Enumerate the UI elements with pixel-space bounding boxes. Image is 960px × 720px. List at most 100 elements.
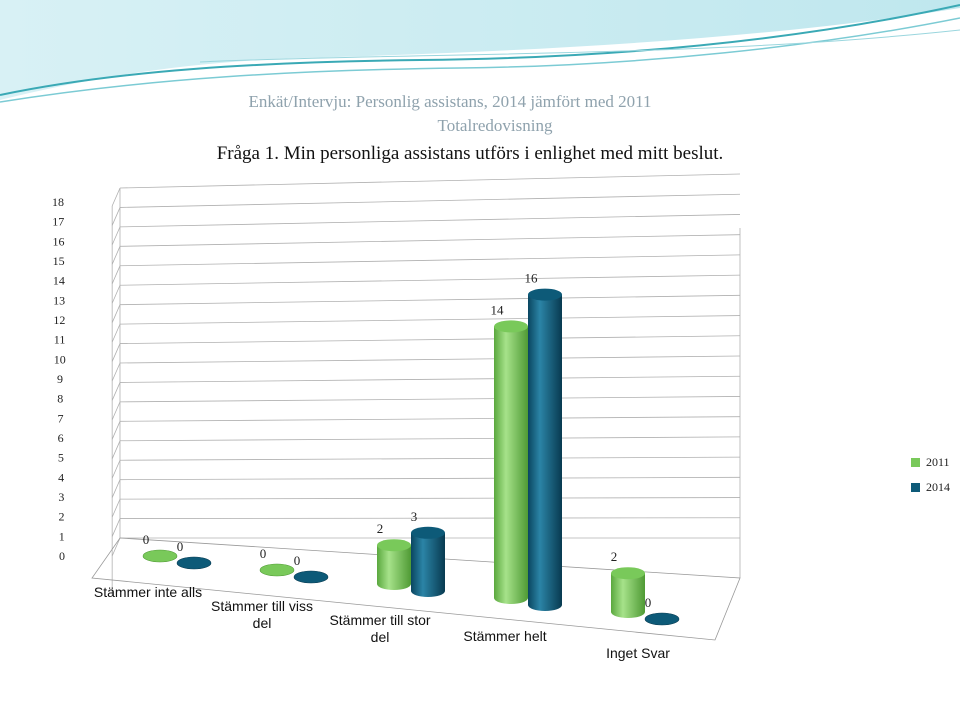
y-tick-label: 7 [57, 411, 63, 425]
y-tick-label: 8 [57, 392, 63, 406]
legend-item-2011: 2011 [911, 455, 950, 470]
slide-title: Enkät/Intervju: Personlig assistans, 201… [248, 92, 652, 111]
data-label: 3 [411, 509, 418, 524]
gridline [119, 436, 741, 442]
gridline [119, 294, 741, 306]
side-gridline [111, 518, 121, 537]
gridline [119, 234, 741, 247]
legend-label-2011: 2011 [926, 455, 950, 469]
gridline [119, 355, 741, 364]
y-tick-label: 14 [53, 274, 65, 288]
gridline [119, 193, 741, 208]
y-tick-label: 2 [59, 510, 65, 524]
gridline [119, 274, 741, 286]
gridline [119, 476, 741, 481]
bar-body [611, 573, 645, 618]
side-gridline [111, 343, 121, 362]
side-gridline [111, 207, 121, 226]
gridline [119, 335, 741, 344]
bar-zero-disc [142, 549, 178, 563]
y-tick-label: 16 [52, 234, 64, 248]
category-label: Stämmer till viss del [211, 598, 313, 631]
data-label: 2 [611, 549, 618, 564]
side-gridline [111, 460, 121, 479]
side-gridline [111, 479, 121, 498]
chart-bars [142, 288, 680, 626]
side-gridline [111, 285, 121, 304]
y-tick-label: 12 [53, 313, 65, 327]
y-tick-label: 4 [58, 470, 64, 484]
data-label: 0 [177, 539, 184, 554]
chart-grid [111, 173, 741, 596]
bar-top [528, 288, 562, 301]
bar-body [528, 294, 562, 611]
y-tick-label: 11 [54, 333, 66, 347]
legend-swatch-2011 [911, 458, 920, 467]
data-label: 14 [491, 302, 505, 317]
bar-zero-disc [176, 556, 212, 570]
side-gridline [111, 246, 121, 265]
gridline [119, 497, 741, 500]
bar-zero-disc [293, 570, 329, 584]
side-gridline [111, 323, 121, 343]
y-tick-label: 13 [53, 293, 65, 307]
data-labels: 0 0 0 0 2 3 14 16 2 0 [143, 271, 652, 610]
category-labels: Stämmer inte alls Stämmer till viss del Stä… [94, 584, 670, 661]
side-gridline [111, 421, 121, 440]
category-label: Stämmer till stor del [329, 612, 430, 645]
y-tick-label: 9 [57, 372, 63, 386]
bar-body [377, 545, 411, 590]
data-label: 2 [377, 521, 384, 536]
gridline [119, 396, 741, 403]
bar-top [494, 320, 528, 333]
legend-label-2014: 2014 [926, 480, 950, 494]
category-label: Inget Svar [606, 645, 670, 661]
side-gridline [111, 187, 121, 207]
header-wave [0, 0, 960, 103]
gridline [119, 254, 741, 267]
data-label: 16 [525, 271, 539, 286]
category-label: Stämmer helt [463, 628, 546, 644]
gridline [119, 456, 741, 461]
y-tick-label: 18 [52, 195, 64, 209]
bar-top [411, 526, 445, 539]
y-tick-label: 5 [58, 451, 64, 465]
gridline [119, 315, 741, 325]
gridline [119, 173, 741, 189]
y-tick-label: 1 [59, 529, 65, 543]
bar-top [611, 567, 645, 580]
question-text: Fråga 1. Min personliga assistans utförs… [216, 143, 724, 164]
gridline [119, 375, 741, 383]
bar-body [411, 532, 445, 597]
side-gridline [111, 265, 121, 284]
y-tick-label: 3 [58, 490, 64, 504]
y-tick-label: 17 [52, 215, 64, 229]
y-tick-label: 0 [59, 549, 65, 563]
bar-body [494, 326, 528, 604]
side-gridline [111, 362, 121, 382]
side-gridline [111, 304, 121, 323]
legend-item-2014: 2014 [911, 480, 950, 495]
gridline [119, 416, 741, 422]
gridline [119, 517, 741, 519]
category-label: Stämmer inte alls [94, 584, 202, 600]
bar-top [377, 539, 411, 552]
side-gridline [111, 401, 121, 421]
gridline [119, 214, 741, 228]
side-gridline [111, 382, 121, 401]
side-gridline [111, 440, 121, 459]
data-label: 0 [294, 553, 301, 568]
side-gridline [111, 537, 121, 557]
data-label: 0 [143, 532, 150, 547]
data-label: 0 [260, 546, 267, 561]
bar-zero-disc [259, 563, 295, 577]
slide-subtitle: Totalredovisning [437, 116, 553, 135]
y-tick-label: 10 [54, 352, 66, 366]
side-gridline [111, 498, 121, 518]
y-tick-label: 6 [58, 431, 64, 445]
bar-zero-disc [644, 612, 680, 626]
y-tick-label: 15 [53, 254, 65, 268]
